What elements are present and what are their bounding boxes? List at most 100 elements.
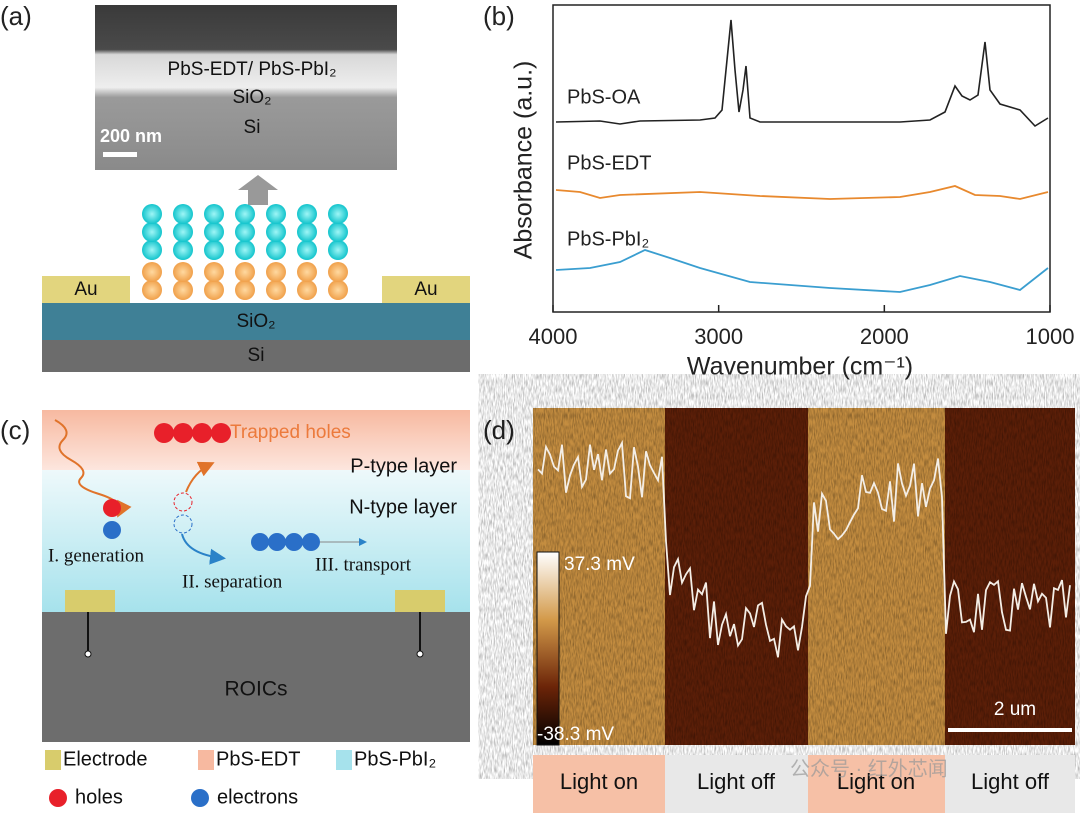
qd xyxy=(204,240,224,260)
panel-label: (d) xyxy=(483,415,515,445)
qd xyxy=(173,280,193,300)
pin xyxy=(84,650,92,658)
qd xyxy=(142,240,162,260)
state-label: Light on xyxy=(560,769,638,794)
pin xyxy=(416,650,424,658)
scale-bar xyxy=(948,728,1072,732)
electrode xyxy=(395,590,445,612)
au-pad xyxy=(382,276,470,303)
qd xyxy=(328,204,348,224)
y-axis-label: Absorbance (a.u.) xyxy=(510,61,538,260)
sem-oxide: SiO₂ xyxy=(232,87,271,108)
panel-b: (b) PbS-OA PbS-EDT PbS-PbI₂ Wavenumber (… xyxy=(483,1,1074,381)
legend-label: holes xyxy=(75,786,123,808)
qd xyxy=(266,280,286,300)
qd xyxy=(328,222,348,242)
qd xyxy=(173,222,193,242)
sem-scale: 200 nm xyxy=(100,126,162,146)
qd xyxy=(204,222,224,242)
legend-label: PbS-PbI₂ xyxy=(354,748,436,770)
qd xyxy=(266,240,286,260)
qd xyxy=(328,240,348,260)
qd xyxy=(204,262,224,282)
panel-label: (c) xyxy=(0,415,30,445)
electron xyxy=(103,521,121,539)
qd xyxy=(142,280,162,300)
legend-label: PbS-EDT xyxy=(216,748,300,770)
p-label: P-type layer xyxy=(350,455,457,477)
qd xyxy=(266,222,286,242)
qd xyxy=(204,280,224,300)
si-layer xyxy=(42,340,470,372)
qd xyxy=(204,204,224,224)
cbar-min: -38.3 mV xyxy=(537,724,614,745)
qd xyxy=(235,262,255,282)
legend-label: electrons xyxy=(217,786,298,808)
step: I. generation xyxy=(48,545,145,566)
kpfm-texture xyxy=(533,408,1075,745)
colorbar xyxy=(536,551,560,746)
spectrum-label: PbS-OA xyxy=(567,86,641,108)
plot-frame xyxy=(552,4,1051,313)
au-label: Au xyxy=(74,279,97,300)
panel-label: (a) xyxy=(0,1,32,31)
x-tick-label: 1000 xyxy=(1026,324,1075,349)
sem-substrate: Si xyxy=(244,117,261,138)
x-tick-label: 3000 xyxy=(694,324,743,349)
p-layer xyxy=(42,410,470,470)
qd xyxy=(142,262,162,282)
step: II. separation xyxy=(182,571,283,592)
qd xyxy=(297,204,317,224)
panel-c: (c) ROICs Trapped holes P-type layer N-t… xyxy=(0,410,470,808)
qd xyxy=(235,280,255,300)
qd xyxy=(297,240,317,260)
scale-bar xyxy=(103,152,137,157)
qd xyxy=(173,240,193,260)
qd xyxy=(328,262,348,282)
step: III. transport xyxy=(315,554,412,575)
x-tick-label: 2000 xyxy=(860,324,909,349)
qd xyxy=(235,204,255,224)
trapped-label: Trapped holes xyxy=(230,422,351,443)
roic xyxy=(42,612,470,742)
qd xyxy=(142,222,162,242)
electrode xyxy=(65,590,115,612)
qd xyxy=(173,262,193,282)
qd xyxy=(297,222,317,242)
state-label: Light on xyxy=(837,769,915,794)
arrow xyxy=(238,175,278,205)
spectrum-label: PbS-PbI₂ xyxy=(567,228,649,250)
roic-label: ROICs xyxy=(225,678,288,701)
qd xyxy=(266,204,286,224)
qd xyxy=(328,280,348,300)
n-label: N-type layer xyxy=(349,496,457,518)
sem-film: PbS-EDT/ PbS-PbI₂ xyxy=(168,59,337,80)
qd xyxy=(297,280,317,300)
spectrum-pbi2 xyxy=(555,249,1049,293)
hole xyxy=(103,499,121,517)
hole xyxy=(173,492,193,512)
potential-trace xyxy=(537,439,1071,658)
sio2-label: SiO₂ xyxy=(236,311,275,332)
qd xyxy=(266,262,286,282)
si-label: Si xyxy=(248,345,265,366)
state-label: Light off xyxy=(971,769,1050,794)
panel-d: (d) 37.3 mV -38.3 mV 2 um Light on Light… xyxy=(483,408,1075,813)
qd xyxy=(235,240,255,260)
sem-image xyxy=(95,5,397,170)
cbar-max: 37.3 mV xyxy=(564,554,635,575)
panel-label: (b) xyxy=(483,1,515,31)
au-pad xyxy=(42,276,130,303)
panel-a: (a) PbS-EDT/ PbS-PbI₂ SiO₂ Si 200 nm Au … xyxy=(0,1,470,372)
qd xyxy=(297,262,317,282)
scale-label: 2 um xyxy=(994,699,1036,720)
x-axis-label: Wavenumber (cm⁻¹) xyxy=(687,353,913,381)
quantum-dots xyxy=(142,204,348,300)
sio2-layer xyxy=(42,303,470,340)
watermark: 公众号 · 红外芯闻 xyxy=(790,757,948,780)
state-label: Light off xyxy=(697,769,776,794)
qd xyxy=(142,204,162,224)
legend-label: Electrode xyxy=(63,748,148,770)
spectrum-oa xyxy=(555,19,1049,128)
